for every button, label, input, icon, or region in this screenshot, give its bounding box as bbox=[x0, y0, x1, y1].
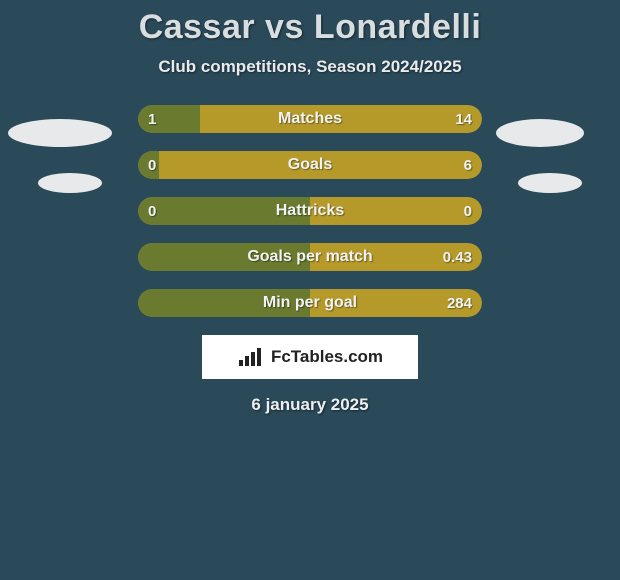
stat-row: 0.43Goals per match bbox=[138, 243, 482, 271]
stat-row: 114Matches bbox=[138, 105, 482, 133]
stat-row: 00Hattricks bbox=[138, 197, 482, 225]
badge-placeholder bbox=[518, 173, 582, 193]
bar-left-segment bbox=[138, 197, 310, 225]
chart-area: 114Matches 06Goals 00Hattricks 0.43Goals pe… bbox=[0, 105, 620, 317]
stat-row: 06Goals bbox=[138, 151, 482, 179]
subtitle: Club competitions, Season 2024/2025 bbox=[0, 57, 620, 77]
bars-icon bbox=[237, 346, 265, 368]
bar-left-segment bbox=[138, 243, 310, 271]
stat-row: 284Min per goal bbox=[138, 289, 482, 317]
bar-left-segment bbox=[138, 289, 310, 317]
bar-right-segment bbox=[138, 151, 482, 179]
attribution-box: FcTables.com bbox=[202, 335, 418, 379]
bar-left-segment bbox=[138, 105, 200, 133]
badge-placeholder bbox=[496, 119, 584, 147]
badge-placeholder bbox=[8, 119, 112, 147]
date-label: 6 january 2025 bbox=[0, 395, 620, 415]
badge-placeholder bbox=[38, 173, 102, 193]
infographic-container: Cassar vs Lonardelli Club competitions, … bbox=[0, 0, 620, 415]
bar-left-segment bbox=[138, 151, 159, 179]
attribution-text: FcTables.com bbox=[271, 347, 383, 367]
page-title: Cassar vs Lonardelli bbox=[0, 8, 620, 47]
